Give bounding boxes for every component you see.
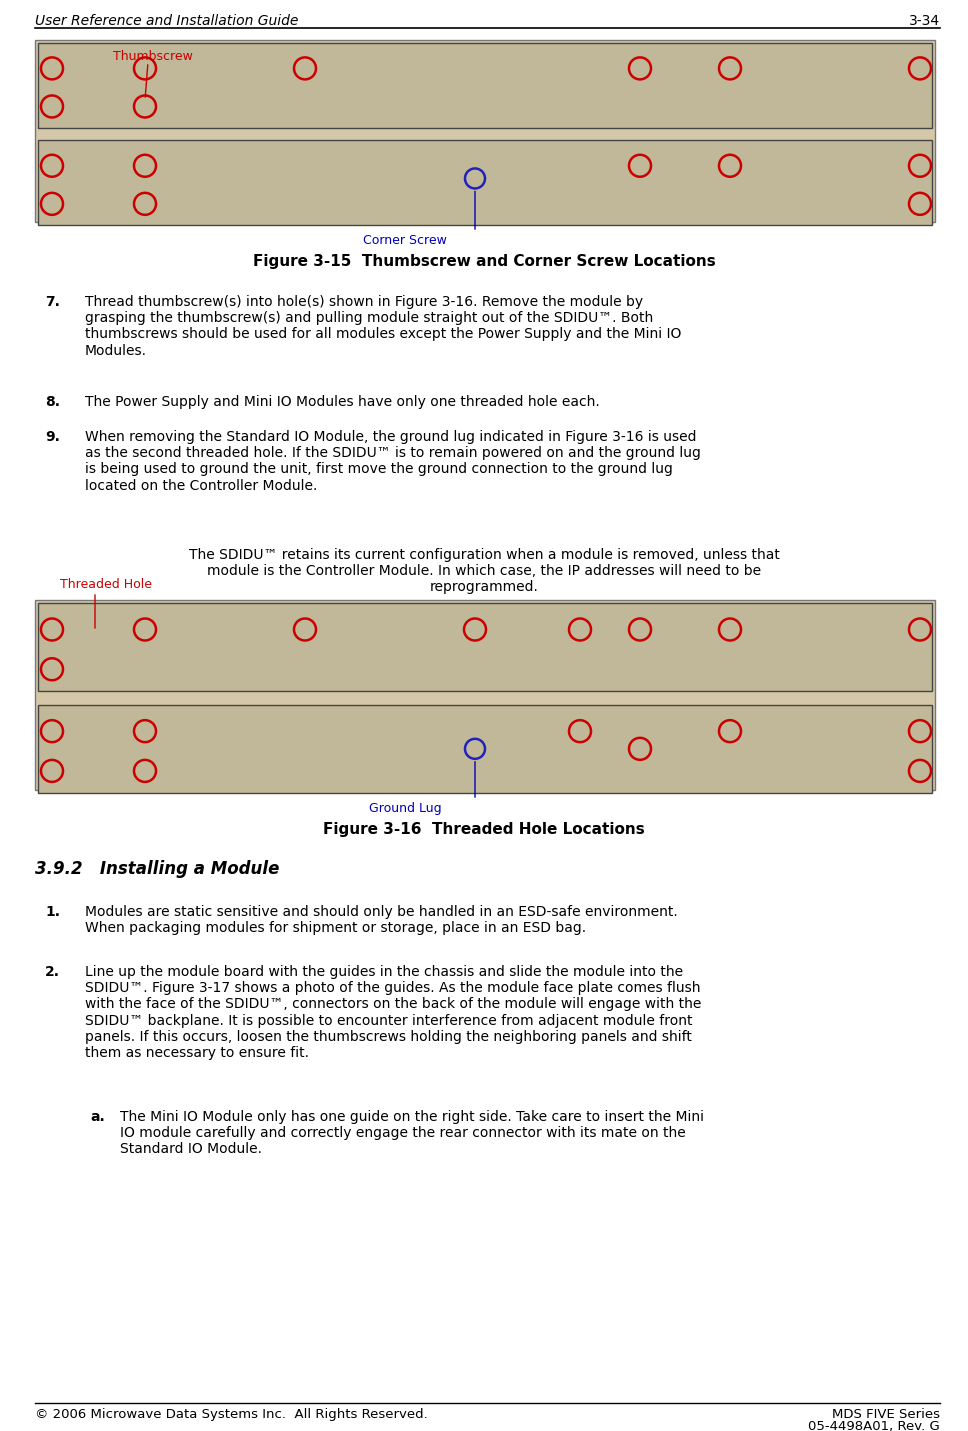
Bar [38, 140, 932, 225]
Text: The Power Supply and Mini IO Modules have only one threaded hole each.: The Power Supply and Mini IO Modules hav… [85, 395, 600, 409]
Text: The SDIDU™ retains its current configuration when a module is removed, unless th: The SDIDU™ retains its current configura… [189, 548, 779, 562]
Bar [38, 43, 932, 127]
Text: © 2006 Microwave Data Systems Inc.  All Rights Reserved.: © 2006 Microwave Data Systems Inc. All R… [35, 1408, 428, 1421]
Text: The Mini IO Module only has one guide on the right side. Take care to insert the: The Mini IO Module only has one guide on… [120, 1110, 704, 1156]
Bar [35, 40, 935, 222]
Text: MDS FIVE Series: MDS FIVE Series [832, 1408, 940, 1421]
Text: Ground Lug: Ground Lug [369, 801, 441, 816]
Text: 05-4498A01, Rev. G: 05-4498A01, Rev. G [808, 1420, 940, 1431]
Text: Line up the module board with the guides in the chassis and slide the module int: Line up the module board with the guides… [85, 964, 702, 1060]
Bar [38, 704, 932, 793]
Text: Corner Screw: Corner Screw [363, 235, 447, 248]
Text: module is the Controller Module. In which case, the IP addresses will need to be: module is the Controller Module. In whic… [207, 564, 761, 578]
Text: Modules are static sensitive and should only be handled in an ESD-safe environme: Modules are static sensitive and should … [85, 904, 678, 936]
Bar [38, 602, 932, 691]
Text: 8.: 8. [45, 395, 60, 409]
Text: 3-34: 3-34 [909, 14, 940, 29]
Text: a.: a. [90, 1110, 105, 1123]
Text: 3.9.2   Installing a Module: 3.9.2 Installing a Module [35, 860, 280, 879]
Text: Figure 3-15  Thumbscrew and Corner Screw Locations: Figure 3-15 Thumbscrew and Corner Screw … [253, 253, 715, 269]
Text: 2.: 2. [45, 964, 60, 979]
Text: Thumbscrew: Thumbscrew [113, 50, 193, 63]
Text: 1.: 1. [45, 904, 60, 919]
Text: 7.: 7. [45, 295, 60, 309]
Bar [35, 600, 935, 790]
Text: When removing the Standard IO Module, the ground lug indicated in Figure 3-16 is: When removing the Standard IO Module, th… [85, 429, 701, 492]
Text: Thread thumbscrew(s) into hole(s) shown in Figure 3-16. Remove the module by
gra: Thread thumbscrew(s) into hole(s) shown … [85, 295, 681, 358]
Text: User Reference and Installation Guide: User Reference and Installation Guide [35, 14, 298, 29]
Text: Figure 3-16  Threaded Hole Locations: Figure 3-16 Threaded Hole Locations [323, 821, 645, 837]
Text: 9.: 9. [45, 429, 60, 444]
Text: Threaded Hole: Threaded Hole [60, 578, 152, 591]
Text: reprogrammed.: reprogrammed. [430, 580, 538, 594]
